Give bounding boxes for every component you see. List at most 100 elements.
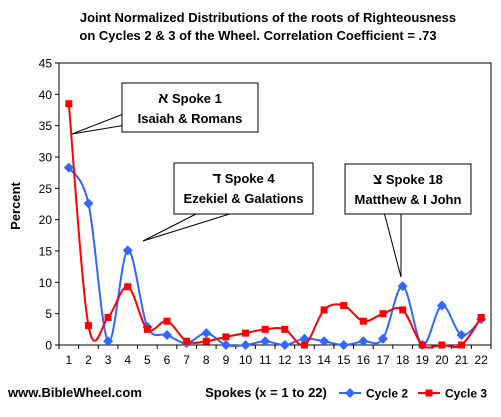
x-tick-label: 14 xyxy=(317,353,331,367)
y-tick-label: 40 xyxy=(39,88,53,102)
x-tick-label: 10 xyxy=(239,353,253,367)
y-axis-label: Percent xyxy=(8,181,23,229)
chart-title: Joint Normalized Distributions of the ro… xyxy=(80,10,456,25)
annotation-layer: א Spoke 1 Isaiah & Romans ד Spoke 4 Ezekiel… xyxy=(71,82,472,278)
x-tick-label: 9 xyxy=(223,353,230,367)
legend-item-cycle-2: Cycle 2 xyxy=(339,387,408,401)
cycle-2-point xyxy=(397,281,408,292)
y-tick-label: 15 xyxy=(39,245,53,259)
y-tick-label: 35 xyxy=(39,119,53,133)
callout-spoke-18: צ Spoke 18 Matthew & I John xyxy=(344,163,472,278)
legend-swatch-marker xyxy=(345,388,355,398)
x-tick-label: 1 xyxy=(65,353,72,367)
callout-fill xyxy=(346,165,470,213)
cycle-2-point xyxy=(279,340,290,350)
callout-subtitle: Ezekiel & Galations xyxy=(184,191,304,206)
callout-spoke-label: Spoke 18 xyxy=(386,172,443,187)
y-tick-label: 45 xyxy=(39,57,53,71)
callout-spoke-label: Spoke 4 xyxy=(225,171,276,186)
x-tick-label: 4 xyxy=(124,353,131,367)
x-tick-label: 19 xyxy=(416,353,430,367)
hebrew-letter: א xyxy=(158,90,168,107)
cycle-3-point xyxy=(183,337,191,345)
cycle-2-point xyxy=(378,333,388,344)
cycle-3-point xyxy=(320,306,328,314)
chart-subtitle: on Cycles 2 & 3 of the Wheel. Correlatio… xyxy=(79,28,436,43)
cycle-2-point xyxy=(338,340,349,350)
callout-spoke-label: Spoke 1 xyxy=(172,91,222,106)
cycle-2-point xyxy=(436,300,447,311)
cycle-3-point xyxy=(143,325,151,333)
x-tick-label: 2 xyxy=(85,353,92,367)
cycle-3-point xyxy=(202,337,210,345)
cycle-3-point xyxy=(379,310,387,318)
callout-spoke-4: ד Spoke 4 Ezekiel & Galations xyxy=(142,162,314,242)
callout-spoke-1: א Spoke 1 Isaiah & Romans xyxy=(71,82,259,135)
cycle-2-point xyxy=(319,336,330,347)
callout-title: א Spoke 1 xyxy=(158,90,222,107)
cycle-3-point xyxy=(477,313,485,321)
x-tick-label: 22 xyxy=(475,353,489,367)
legend-label: Cycle 3 xyxy=(445,387,487,401)
series-layer xyxy=(63,100,487,350)
x-tick-label: 13 xyxy=(298,353,312,367)
cycle-3-point xyxy=(340,302,348,310)
series-cycle-3 xyxy=(65,100,485,349)
cycle-3-point xyxy=(458,341,466,349)
cycle-3-point xyxy=(104,313,112,321)
cycle-3-point xyxy=(65,100,73,108)
cycle-3-point xyxy=(399,306,407,314)
hebrew-letter: צ xyxy=(373,171,382,188)
y-axis: 0 5 10 15 20 25 30 35 40 45 xyxy=(39,57,59,353)
footer-url: www.BibleWheel.com xyxy=(7,385,142,400)
cycle-2-point xyxy=(358,336,369,347)
callout-subtitle: Isaiah & Romans xyxy=(138,111,243,126)
x-tick-label: 16 xyxy=(357,353,371,367)
legend-item-cycle-3: Cycle 3 xyxy=(418,387,487,401)
cycle-2-point xyxy=(201,328,212,339)
x-tick-label: 17 xyxy=(376,353,390,367)
x-tick-label: 3 xyxy=(105,353,112,367)
cycle-2-point xyxy=(220,340,231,350)
cycle-2-point xyxy=(162,329,172,340)
y-tick-label: 10 xyxy=(39,276,53,290)
cycle-3-point xyxy=(222,333,230,341)
cycle-3-point xyxy=(300,341,308,349)
y-tick-label: 0 xyxy=(45,339,52,353)
x-tick-label: 15 xyxy=(337,353,351,367)
cycle-2-point xyxy=(456,329,467,340)
cycle-2-point xyxy=(260,336,271,347)
cycle-3-point xyxy=(418,341,426,349)
callout-fill xyxy=(175,164,312,213)
y-tick-label: 25 xyxy=(39,182,53,196)
cycle-2-point xyxy=(83,198,94,209)
x-tick-label: 21 xyxy=(455,353,469,367)
x-tick-label: 5 xyxy=(144,353,151,367)
cycle-2-point xyxy=(63,162,74,173)
x-tick-label: 6 xyxy=(164,353,171,367)
hebrew-letter: ד xyxy=(212,170,221,187)
x-tick-label: 12 xyxy=(278,353,292,367)
cycle-3-point xyxy=(124,283,132,291)
cycle-2-point xyxy=(240,340,251,350)
legend-label: Cycle 2 xyxy=(366,387,408,401)
x-tick-label: 8 xyxy=(203,353,210,367)
cycle-3-point xyxy=(84,322,92,330)
callout-fill xyxy=(123,84,257,131)
callout-title: ד Spoke 4 xyxy=(212,170,275,187)
cycle-3-point xyxy=(242,329,250,337)
cycle-3-point xyxy=(281,325,289,333)
cycle-3-point xyxy=(438,341,446,349)
x-tick-label: 18 xyxy=(396,353,410,367)
cycle-2-point xyxy=(122,245,133,256)
legend-swatch-marker xyxy=(425,389,433,397)
callout-title: צ Spoke 18 xyxy=(373,171,443,188)
x-tick-label: 20 xyxy=(435,353,449,367)
y-tick-label: 20 xyxy=(39,213,53,227)
legend: Cycle 2 Cycle 3 xyxy=(339,387,487,401)
x-tick-label: 7 xyxy=(183,353,190,367)
cycle-3-point xyxy=(261,325,269,333)
y-tick-label: 5 xyxy=(45,307,52,321)
y-tick-label: 30 xyxy=(39,151,53,165)
